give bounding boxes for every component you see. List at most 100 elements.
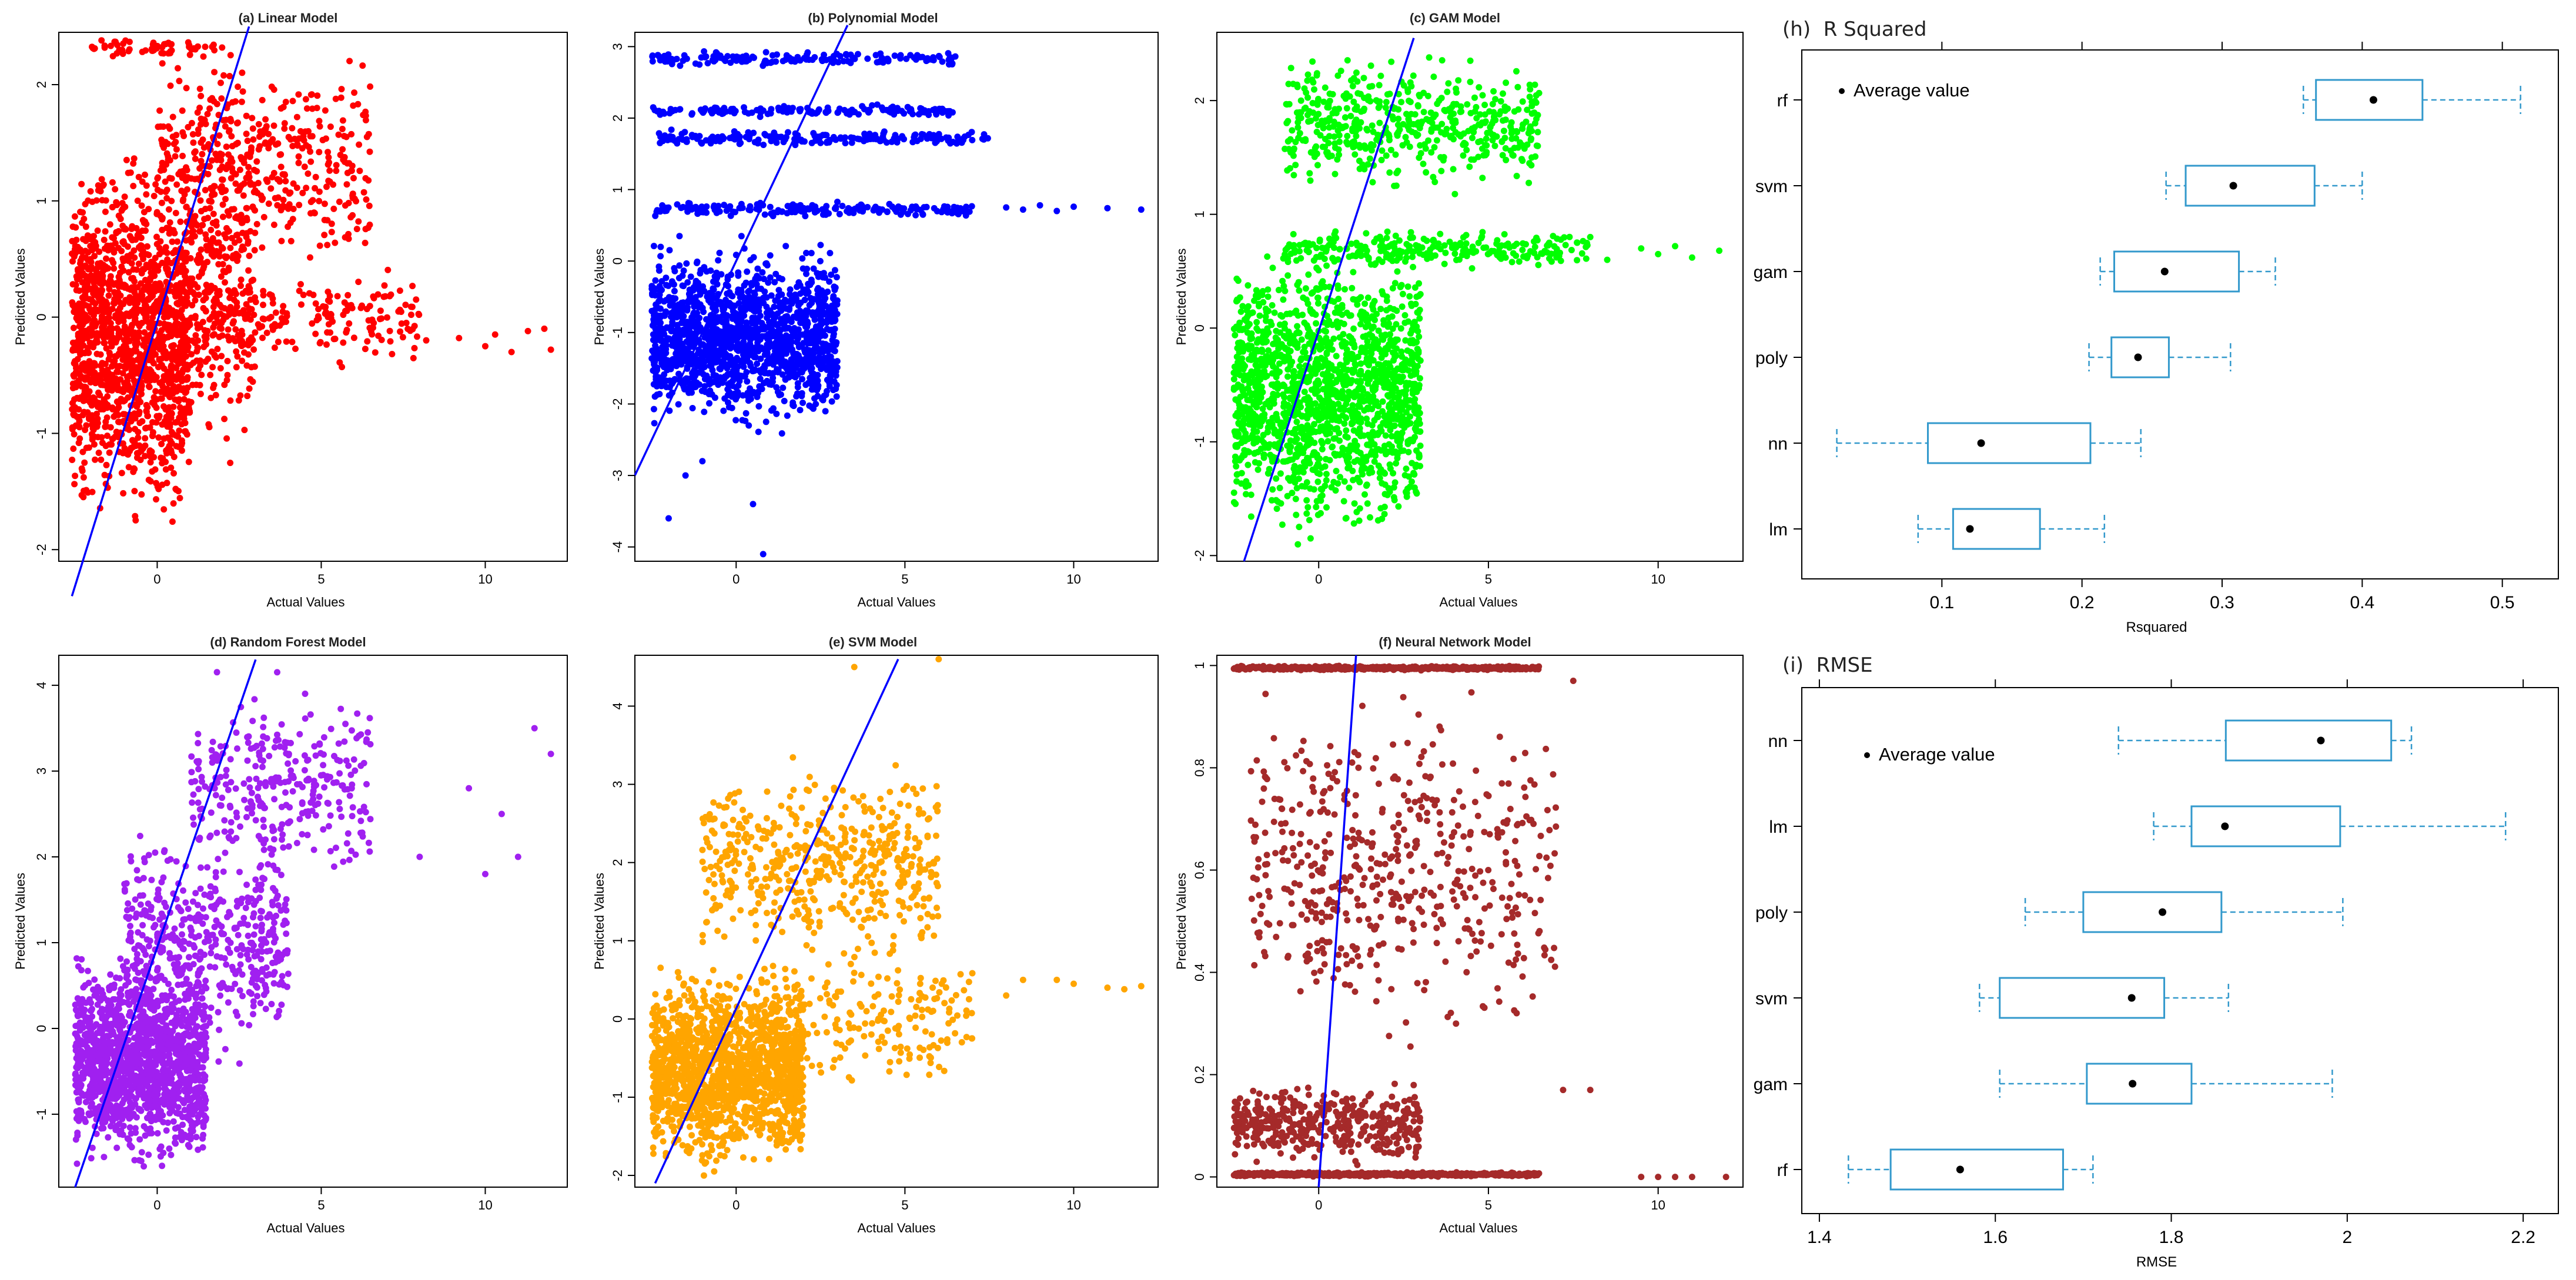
data-point [126,254,132,261]
data-point [747,257,754,264]
data-point [289,125,296,132]
data-point [672,295,679,302]
data-point [205,170,212,177]
data-point [750,501,757,508]
data-point [742,353,750,360]
data-point [870,207,877,214]
data-point [112,240,119,247]
data-point [1361,300,1369,307]
data-point [152,351,159,358]
data-point [91,441,98,448]
data-point [159,139,166,146]
data-point [122,297,129,304]
data-point [126,46,133,53]
data-points [69,37,554,525]
data-point [227,52,234,59]
data-point [297,281,304,288]
data-point [70,445,77,452]
data-point [757,109,764,116]
data-point [239,229,246,236]
data-point [103,404,111,411]
data-point [115,411,122,418]
data-point [108,343,115,350]
data-point [236,185,243,192]
data-point [139,320,146,326]
data-point [695,346,702,353]
data-point [121,193,128,200]
data-point [144,243,150,250]
data-point [821,51,827,58]
data-point [768,138,775,145]
data-point [778,361,785,368]
data-point [230,206,237,213]
data-point [707,140,714,147]
data-point [650,243,657,250]
data-point [259,315,266,322]
data-point [649,53,656,60]
data-point [651,363,658,370]
data-point [397,309,404,315]
data-point [71,481,78,488]
data-point [87,243,94,250]
data-point [155,123,162,130]
data-point [112,335,119,342]
data-point [233,213,240,220]
data-point [120,398,127,405]
data-point [332,239,339,246]
data-point [192,313,199,320]
data-point [95,182,102,189]
data-point [249,337,256,344]
data-point [817,139,824,146]
data-point [248,306,255,313]
data-point [481,343,489,350]
data-point [211,47,218,53]
data-point [209,157,215,164]
data-point [195,344,201,351]
data-point [334,293,341,300]
data-point [89,488,96,495]
data-point [221,416,228,423]
data-point [784,203,791,210]
data-point [721,350,728,357]
data-point [909,203,916,210]
data-point [245,173,252,180]
data-point [389,351,396,357]
data-point [784,412,791,419]
data-point [95,450,102,456]
data-point [163,186,170,193]
data-point [150,371,157,378]
data-point [912,212,919,219]
data-point [649,291,656,299]
data-point [80,397,87,404]
data-point [807,205,814,212]
data-point [661,58,668,65]
data-point [134,232,141,239]
data-point [779,276,785,283]
data-point [751,54,757,61]
data-point [876,58,882,65]
data-point [118,280,125,287]
data-point [792,291,799,298]
data-point [104,433,111,439]
data-point [954,133,961,140]
data-point [115,384,121,391]
data-point [113,428,120,435]
data-point [754,339,761,346]
data-point [762,57,769,64]
data-point [147,478,154,485]
data-point [333,167,340,175]
data-point [741,104,747,111]
data-point [767,252,774,259]
data-point [202,231,209,238]
data-point [785,316,792,323]
data-point [116,363,123,370]
data-point [143,401,150,408]
data-point [741,331,748,339]
data-point [176,78,183,85]
data-point [688,380,695,387]
data-point [262,125,269,132]
data-point [684,208,691,215]
data-point [81,284,88,291]
data-point [277,207,285,214]
